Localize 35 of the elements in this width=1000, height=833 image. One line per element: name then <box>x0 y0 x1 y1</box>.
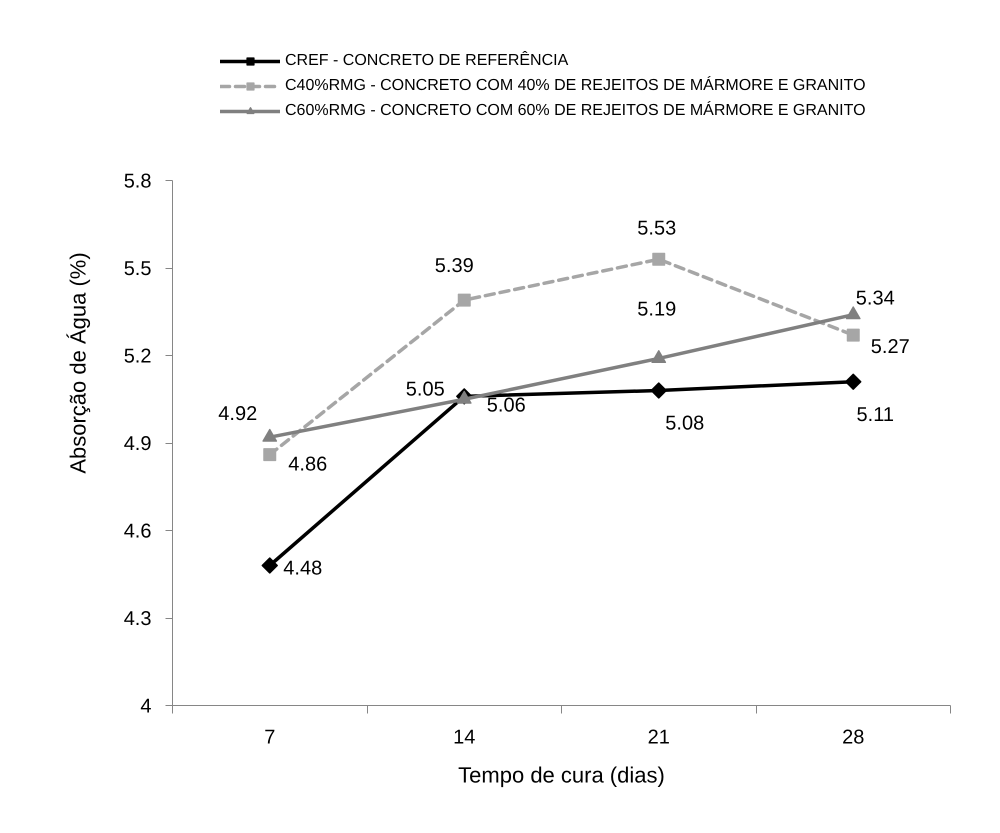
data-label: 4.86 <box>288 454 328 476</box>
data-label: 5.53 <box>637 217 676 240</box>
y-tick-label: 5.2 <box>124 346 152 368</box>
x-tick-label: 28 <box>842 726 864 748</box>
y-tick-label: 5.5 <box>124 258 152 280</box>
data-label: 5.19 <box>637 298 676 320</box>
data-label: 5.39 <box>434 255 474 278</box>
legend-label: C40%RMG - CONCRETO COM 40% DE REJEITOS DE MÁRMORE E GRANITO <box>285 77 866 95</box>
point <box>650 382 668 399</box>
data-label: 5.27 <box>870 336 910 358</box>
point <box>261 557 278 574</box>
data-label: 5.11 <box>856 404 894 426</box>
data-label: 4.92 <box>218 403 258 426</box>
x-tick-label: 7 <box>264 726 276 748</box>
point <box>458 294 471 307</box>
data-label: 5.08 <box>665 412 704 434</box>
x-tick-label: 14 <box>453 726 476 748</box>
y-tick-label: 4 <box>140 696 152 718</box>
y-axis-title: Absorção de Água (%) <box>66 252 91 474</box>
data-label: 4.48 <box>283 558 322 580</box>
point <box>263 448 276 462</box>
point <box>844 373 862 390</box>
data-label: 5.05 <box>406 378 445 400</box>
y-tick-label: 4.9 <box>124 433 152 455</box>
y-tick-label: 4.3 <box>124 608 152 630</box>
data-label: 5.34 <box>856 288 895 310</box>
y-tick-label: 5.8 <box>124 170 152 192</box>
point <box>846 328 860 342</box>
legend-label: CREF - CONCRETO DE REFERÊNCIA <box>285 52 568 70</box>
y-tick-label: 4.6 <box>124 520 152 542</box>
legend-label: C60%RMG - CONCRETO COM 60% DE REJEITOS DE MÁRMORE E GRANITO <box>285 102 866 120</box>
x-tick-label: 21 <box>648 726 670 748</box>
point <box>652 252 666 266</box>
data-label: 5.06 <box>486 394 526 416</box>
x-axis-title: Tempo de cura (dias) <box>458 762 665 788</box>
